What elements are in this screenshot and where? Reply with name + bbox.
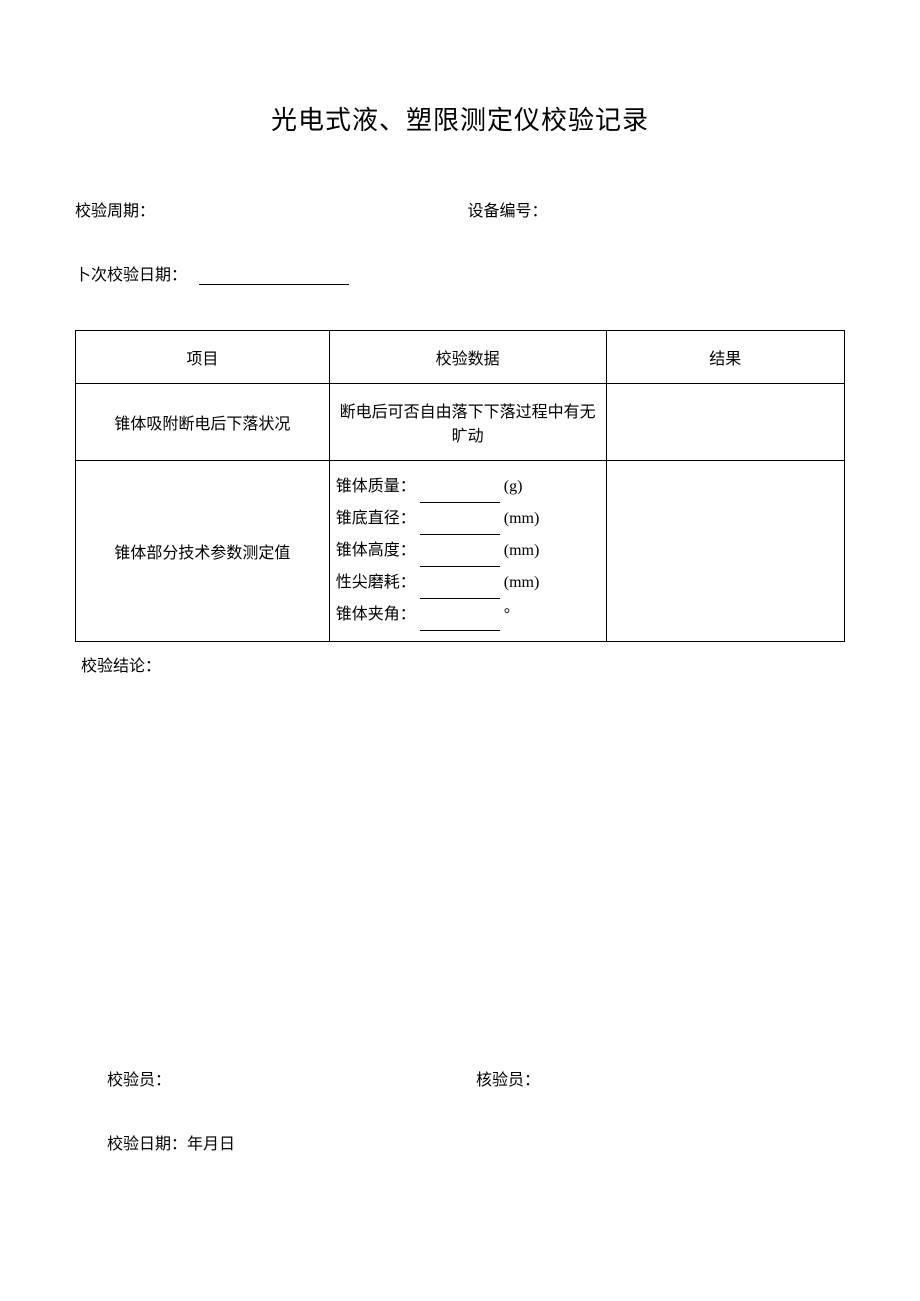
- param-blank[interactable]: [420, 617, 500, 631]
- param-blank[interactable]: [420, 553, 500, 567]
- period-label: 校验周期：: [75, 203, 155, 220]
- param-unit: (mm): [504, 574, 540, 591]
- param-unit: (mm): [504, 542, 540, 559]
- row1-result[interactable]: [606, 384, 844, 461]
- col-item: 项目: [76, 331, 330, 384]
- param-line-mass: 锥体质量： (g): [336, 471, 600, 503]
- param-label: 锥体质量：: [336, 478, 416, 495]
- footer-section: 校验员： 核验员：: [75, 1066, 845, 1090]
- prev-date-row: 卜次校验日期：: [75, 261, 845, 285]
- param-line-height: 锥体高度： (mm): [336, 535, 600, 567]
- row2-item: 锥体部分技术参数测定值: [76, 461, 330, 642]
- param-unit: °: [504, 606, 510, 623]
- param-blank[interactable]: [420, 521, 500, 535]
- prev-date-blank[interactable]: [199, 269, 349, 285]
- page-title: 光电式液、塑限测定仪校验记录: [75, 100, 845, 137]
- inspector-label: 校验员：: [107, 1072, 171, 1089]
- param-unit: (mm): [504, 510, 540, 527]
- table-row: 锥体吸附断电后下落状况 断电后可否自由落下下落过程中有无旷动: [76, 384, 845, 461]
- param-label: 锥底直径：: [336, 510, 416, 527]
- param-blank[interactable]: [420, 585, 500, 599]
- param-label: 性尖磨耗：: [336, 574, 416, 591]
- header-row-1: 校验周期： 设备编号：: [75, 197, 845, 221]
- footer-signers: 校验员： 核验员：: [107, 1066, 845, 1090]
- device-no-label: 设备编号：: [468, 203, 548, 220]
- param-label: 锥体夹角：: [336, 606, 416, 623]
- param-line-angle: 锥体夹角： °: [336, 599, 600, 631]
- prev-date-label: 卜次校验日期：: [75, 267, 187, 284]
- calibration-table: 项目 校验数据 结果 锥体吸附断电后下落状况 断电后可否自由落下下落过程中有无旷…: [75, 330, 845, 642]
- table-row: 锥体部分技术参数测定值 锥体质量： (g) 锥底直径： (mm) 锥体高度： (mm)…: [76, 461, 845, 642]
- footer-date: 校验日期：年月日: [75, 1130, 845, 1154]
- param-line-diameter: 锥底直径： (mm): [336, 503, 600, 535]
- param-unit: (g): [504, 478, 523, 495]
- conclusion-label: 校验结论：: [75, 652, 845, 676]
- col-result: 结果: [606, 331, 844, 384]
- col-data: 校验数据: [329, 331, 606, 384]
- verifier-label: 核验员：: [476, 1072, 540, 1089]
- param-line-wear: 性尖磨耗： (mm): [336, 567, 600, 599]
- row1-data: 断电后可否自由落下下落过程中有无旷动: [329, 384, 606, 461]
- row2-data: 锥体质量： (g) 锥底直径： (mm) 锥体高度： (mm) 性尖磨耗： (mm) 锥…: [329, 461, 606, 642]
- row2-result[interactable]: [606, 461, 844, 642]
- row1-item: 锥体吸附断电后下落状况: [76, 384, 330, 461]
- param-blank[interactable]: [420, 489, 500, 503]
- param-label: 锥体高度：: [336, 542, 416, 559]
- table-header-row: 项目 校验数据 结果: [76, 331, 845, 384]
